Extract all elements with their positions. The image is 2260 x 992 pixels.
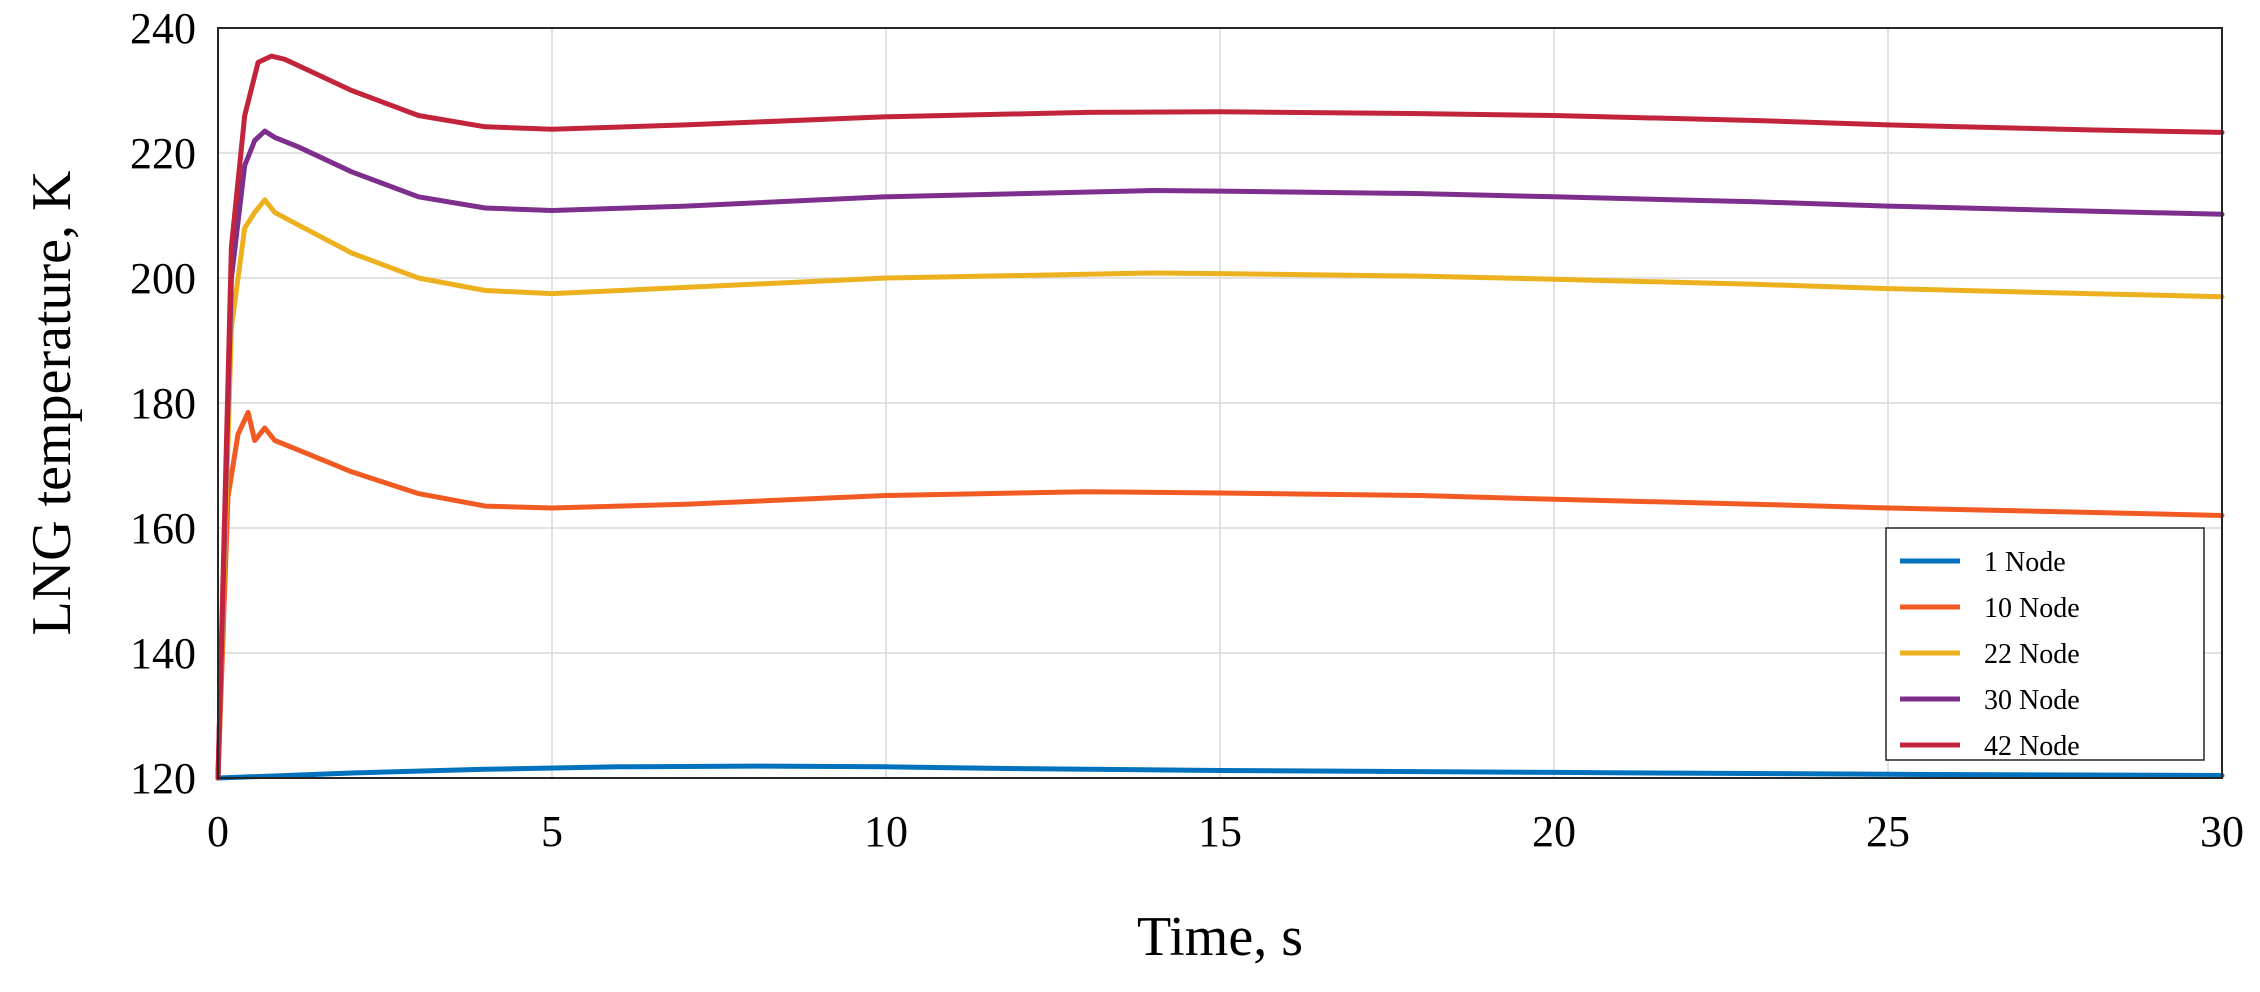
y-tick-label: 120 (130, 754, 196, 803)
y-axis-title: LNG temperature, K (21, 171, 83, 636)
y-tick-label: 240 (130, 4, 196, 53)
y-tick-label: 200 (130, 254, 196, 303)
legend-label: 1 Node (1984, 547, 2066, 578)
y-tick-label: 180 (130, 379, 196, 428)
x-tick-label: 25 (1866, 807, 1910, 856)
legend-label: 10 Node (1984, 593, 2080, 624)
legend-label: 30 Node (1984, 685, 2080, 716)
y-tick-label: 140 (130, 629, 196, 678)
plot-frame (217, 27, 2223, 779)
y-tick-label: 220 (130, 129, 196, 178)
y-tick-labels: 120 140 160 180 200 220 240 (130, 4, 196, 803)
y-tick-label: 160 (130, 504, 196, 553)
series-lines (215, 53, 2225, 781)
series-line-30-node (215, 128, 2225, 781)
series-line-22-node (215, 197, 2225, 781)
legend: 1 Node 10 Node 22 Node 30 Node 42 Node (1885, 527, 2205, 762)
x-tick-label: 30 (2200, 807, 2244, 856)
x-tick-label: 5 (541, 807, 563, 856)
x-tick-labels: 0 5 10 15 20 25 30 (207, 807, 2244, 856)
legend-box (1885, 527, 2205, 761)
x-tick-label: 10 (864, 807, 908, 856)
x-tick-label: 20 (1532, 807, 1576, 856)
x-tick-label: 15 (1198, 807, 1242, 856)
series-line-1-node (215, 763, 2225, 781)
legend-label: 22 Node (1984, 639, 2080, 670)
x-tick-label: 0 (207, 807, 229, 856)
legend-label: 42 Node (1984, 731, 2080, 762)
series-line-42-node (215, 53, 2225, 781)
x-axis-title: Time, s (1137, 906, 1303, 968)
series-line-10-node (215, 409, 2225, 781)
